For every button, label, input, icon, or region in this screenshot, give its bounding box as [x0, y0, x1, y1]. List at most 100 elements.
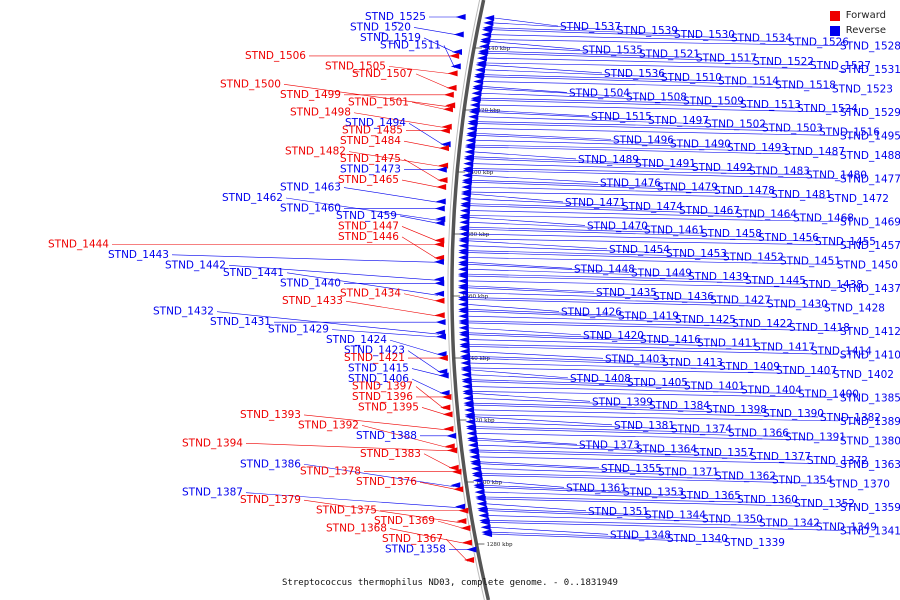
- gene-label-stnd-1536: STND_1536: [604, 68, 665, 80]
- gene-label-stnd-1530: STND_1530: [674, 29, 735, 41]
- leader-line: [389, 528, 466, 544]
- reverse-gene-arrow: [476, 55, 487, 62]
- gene-label-stnd-1537: STND_1537: [560, 21, 621, 33]
- leader-line: [476, 128, 839, 136]
- leader-line: [331, 329, 441, 338]
- leader-line: [476, 428, 784, 437]
- leader-line: [476, 133, 612, 140]
- gene-label-stnd-1379: STND_1379: [240, 494, 301, 506]
- leader-line: [469, 355, 661, 363]
- gene-label-stnd-1496: STND_1496: [613, 134, 674, 146]
- leader-line: [474, 151, 577, 160]
- gene-label-stnd-1360: STND_1360: [737, 494, 798, 506]
- leader-line: [345, 300, 439, 317]
- leader-line: [445, 538, 469, 562]
- leader-line: [470, 205, 735, 214]
- gene-label-stnd-1440: STND_1440: [280, 277, 341, 289]
- gene-label-stnd-1476: STND_1476: [600, 177, 661, 189]
- gene-label-stnd-1339: STND_1339: [724, 537, 785, 549]
- leader-line: [471, 191, 827, 199]
- gene-label-stnd-1372: STND_1372: [807, 455, 868, 467]
- leader-line: [489, 522, 839, 531]
- leader-line: [483, 484, 622, 492]
- gene-label-stnd-1531: STND_1531: [840, 64, 900, 76]
- forward-gene-arrow: [434, 290, 445, 297]
- gene-label-stnd-1443: STND_1443: [108, 249, 169, 261]
- gene-label-stnd-1437: STND_1437: [840, 283, 900, 295]
- leader-line: [468, 264, 630, 273]
- gene-label-stnd-1441: STND_1441: [223, 267, 284, 279]
- gene-label-stnd-1449: STND_1449: [631, 267, 692, 279]
- leader-line: [468, 327, 582, 336]
- forward-gene-arrow: [450, 482, 461, 489]
- gene-label-stnd-1417: STND_1417: [754, 342, 815, 354]
- leader-line: [470, 193, 564, 203]
- forward-gene-arrow: [451, 468, 462, 475]
- gene-label-stnd-1422: STND_1422: [732, 318, 793, 330]
- gene-label-stnd-1527: STND_1527: [810, 60, 871, 72]
- genome-backbone-shadow: [447, 0, 485, 600]
- gene-label-stnd-1408: STND_1408: [570, 373, 631, 385]
- gene-label-stnd-1420: STND_1420: [583, 330, 644, 342]
- reverse-gene-arrow: [462, 167, 473, 174]
- forward-gene-arrow: [447, 70, 458, 77]
- gene-label-stnd-1386: STND_1386: [240, 458, 301, 470]
- leader-line: [471, 374, 626, 383]
- reverse-gene-arrow: [458, 324, 469, 331]
- gene-label-stnd-1348: STND_1348: [610, 529, 671, 541]
- forward-gene-arrow: [434, 254, 445, 261]
- gene-label-stnd-1529: STND_1529: [840, 107, 900, 119]
- leader-line: [473, 404, 762, 414]
- gene-label-stnd-1485: STND_1485: [342, 125, 403, 137]
- reverse-gene-arrow: [483, 19, 494, 26]
- legend-item-forward: Forward: [829, 8, 886, 23]
- leader-line: [482, 475, 828, 484]
- gene-label-stnd-1395: STND_1395: [358, 401, 419, 413]
- leader-line: [468, 322, 839, 332]
- reverse-gene-arrow: [470, 97, 481, 104]
- leader-line: [468, 228, 757, 238]
- gene-label-stnd-1442: STND_1442: [165, 259, 226, 271]
- leader-line: [486, 62, 839, 70]
- legend-label-forward: Forward: [845, 10, 886, 21]
- reverse-gene-arrow: [457, 289, 468, 296]
- gene-label-stnd-1535: STND_1535: [582, 44, 643, 56]
- gene-label-stnd-1525: STND_1525: [365, 11, 426, 23]
- leader-line: [468, 262, 573, 269]
- leader-line: [469, 222, 643, 230]
- leader-line: [474, 409, 819, 418]
- leader-line: [475, 421, 670, 430]
- tick-label: 1340 kbp: [464, 356, 491, 362]
- leader-line: [473, 402, 705, 410]
- reverse-gene-arrow: [481, 26, 492, 33]
- tick-label: 1400 kbp: [467, 170, 494, 176]
- reverse-gene-arrow: [458, 237, 469, 244]
- reverse-gene-arrow: [461, 371, 472, 378]
- leader-line: [473, 397, 648, 406]
- leader-line: [303, 499, 461, 523]
- leader-line: [474, 414, 839, 422]
- reverse-gene-arrow: [458, 261, 469, 268]
- leader-line: [361, 425, 449, 449]
- leader-line: [471, 186, 770, 195]
- leader-line: [471, 379, 683, 386]
- reverse-gene-arrow: [469, 453, 480, 460]
- leader-line: [471, 180, 656, 187]
- reverse-gene-arrow: [461, 184, 472, 191]
- forward-gene-arrow: [434, 280, 445, 287]
- leader-line: [468, 332, 639, 340]
- leader-line: [481, 468, 714, 476]
- leader-line: [470, 362, 775, 371]
- gene-label-stnd-1462: STND_1462: [222, 192, 283, 204]
- leader-line: [481, 92, 682, 101]
- forward-gene-arrow: [455, 14, 466, 20]
- gene-label-stnd-1482: STND_1482: [285, 146, 346, 158]
- tick-label: 1280 kbp: [486, 542, 513, 548]
- gene-label-stnd-1477: STND_1477: [840, 173, 900, 185]
- gene-label-stnd-1342: STND_1342: [759, 518, 820, 530]
- leader-line: [467, 287, 652, 297]
- gene-label-stnd-1383: STND_1383: [360, 448, 421, 460]
- reverse-gene-arrow: [475, 66, 486, 73]
- leader-line: [478, 449, 749, 457]
- leader-line: [285, 197, 440, 221]
